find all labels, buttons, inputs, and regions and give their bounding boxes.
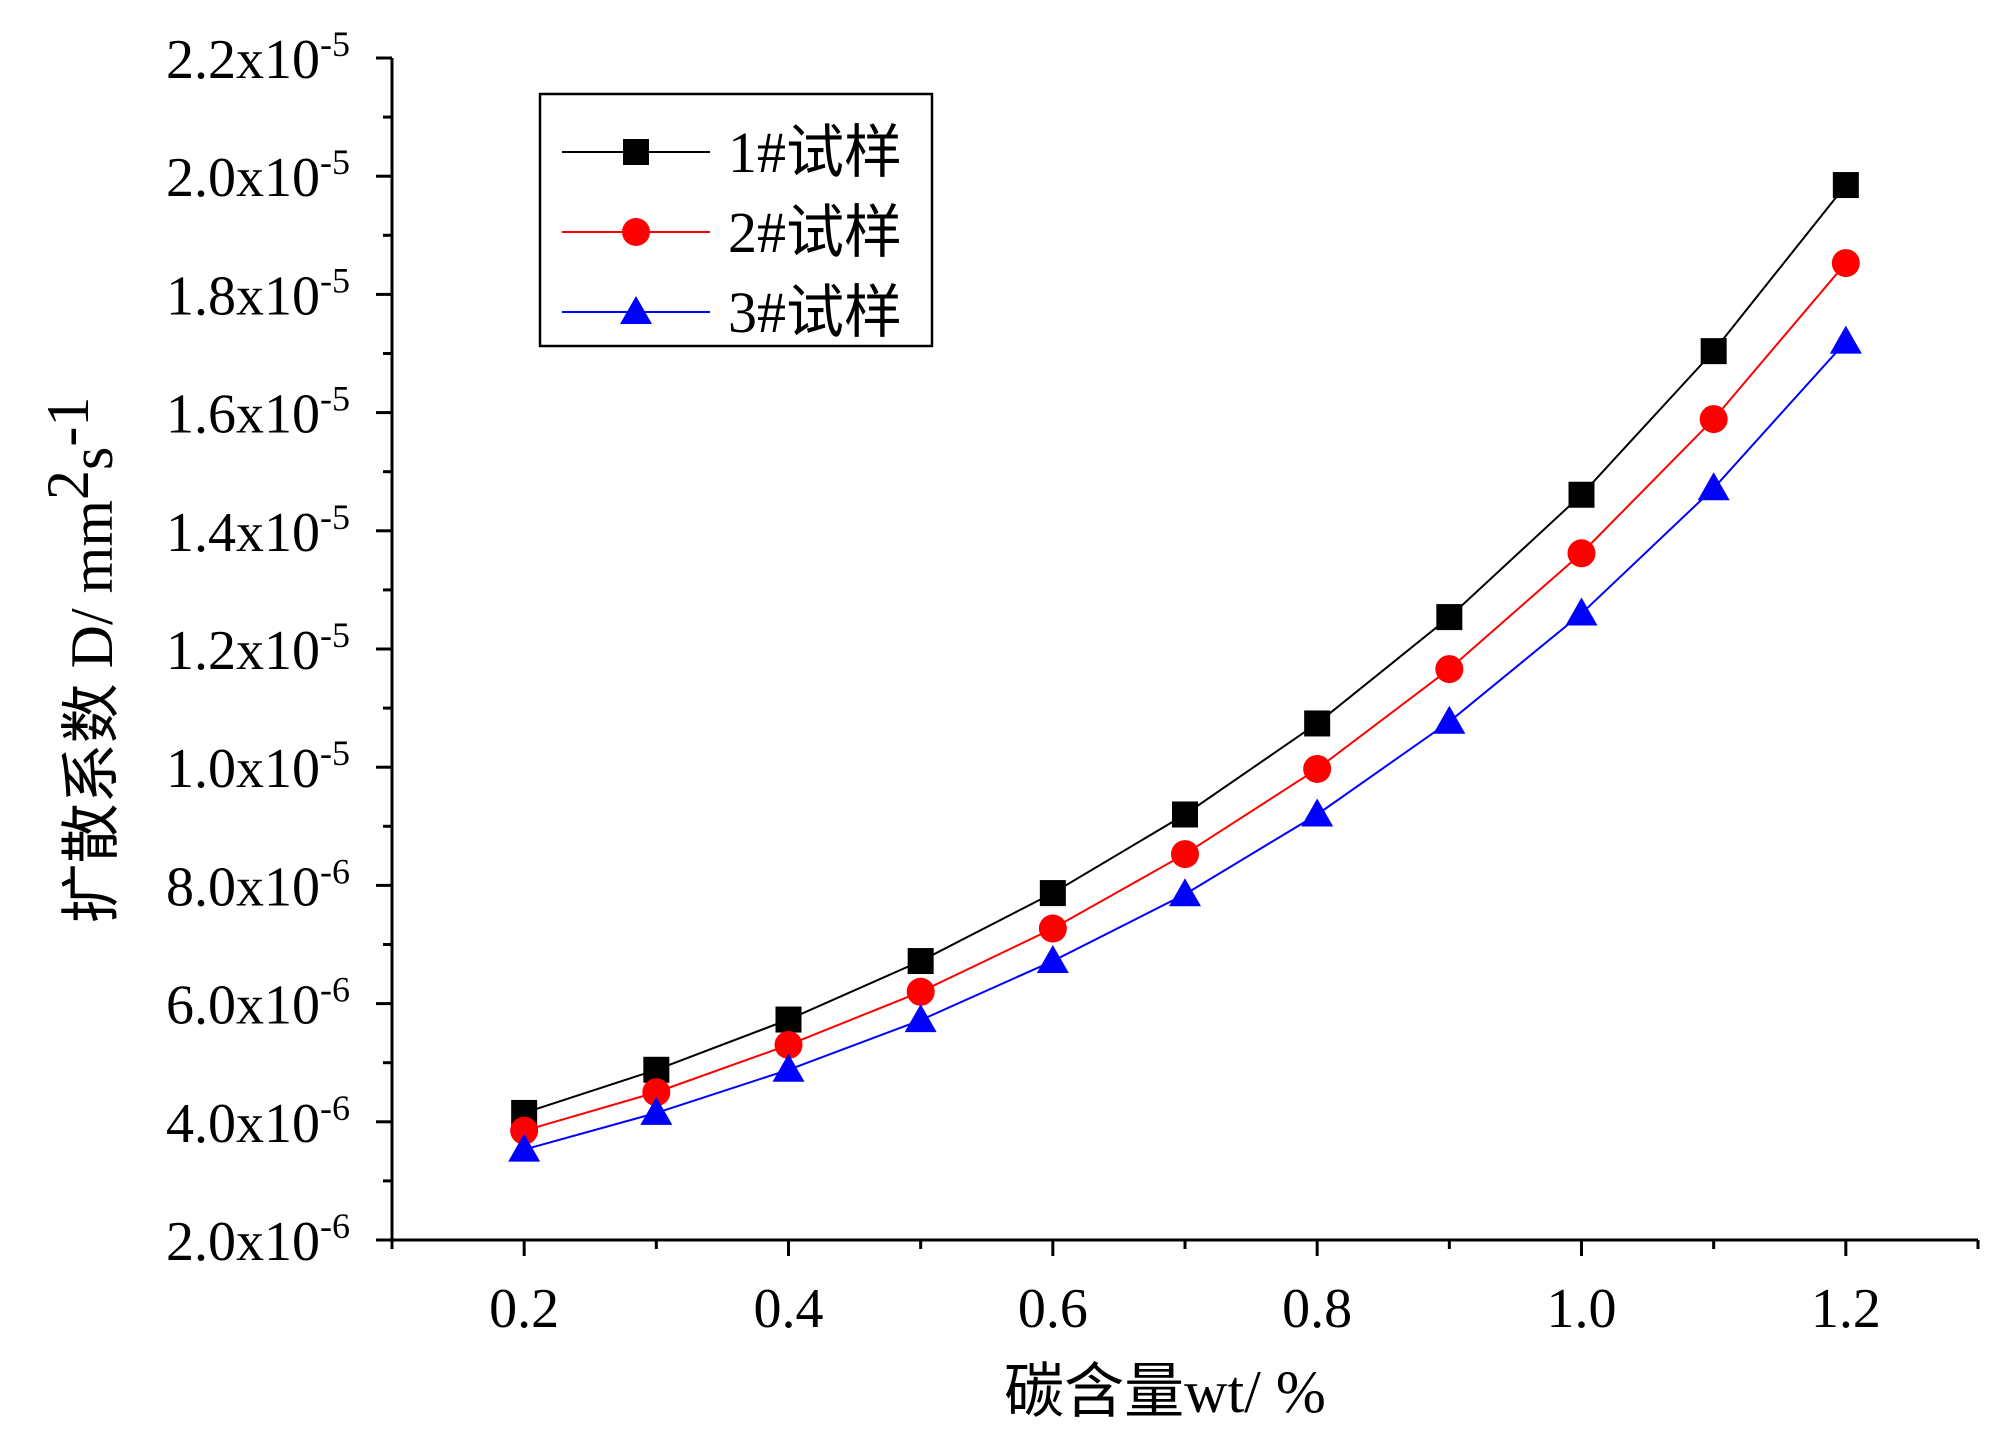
y-tick-mantissa: 6.0x10 [166,975,320,1037]
data-point [1568,481,1595,508]
y-tick-exponent: -6 [320,1088,350,1128]
x-tick-label: 0.4 [754,1278,824,1340]
y-tick-exponent: -5 [320,379,350,419]
legend-label: 3#试样 [728,280,902,345]
y-tick-exponent: -6 [320,851,350,891]
y-tick-label: 2.0x10-5 [166,142,350,209]
y-tick-label: 1.8x10-5 [166,260,350,327]
data-point [774,1030,803,1059]
series-3 [508,325,1862,1162]
x-tick-label: 0.8 [1282,1278,1352,1340]
data-point [906,977,935,1006]
series-line [523,262,1847,1132]
y-tick-mantissa: 2.2x10 [166,29,320,91]
legend-item-2: 2#试样 [562,200,902,265]
x-tick-label: 1.2 [1811,1278,1881,1340]
data-point [772,1053,805,1082]
y-tick-mantissa: 2.0x10 [166,147,320,209]
data-point [907,948,934,975]
data-point [1831,249,1860,278]
x-axis-title: 碳含量wt/ % [1004,1359,1326,1425]
data-point [1565,597,1598,626]
data-point [1699,405,1728,434]
y-tick-exponent: -5 [320,497,350,537]
data-point [1172,801,1198,828]
y-tick-label: 6.0x10-6 [166,970,350,1037]
y-tick-exponent: -5 [320,733,350,773]
y-tick-exponent: -5 [320,615,350,655]
data-point [1304,710,1331,737]
data-point [1697,472,1730,501]
data-point [508,1133,541,1162]
x-tick-label: 1.0 [1547,1278,1617,1340]
y-tick-label: 1.6x10-5 [166,379,350,446]
y-tick-mantissa: 4.0x10 [166,1093,320,1155]
data-point [640,1096,673,1125]
data-point [642,1078,671,1107]
y-tick-label: 1.4x10-5 [166,497,350,564]
data-point [510,1116,539,1145]
data-point [775,1006,802,1033]
y-ticks: 2.0x10-64.0x10-66.0x10-68.0x10-61.0x10-5… [166,24,392,1273]
y-tick-label: 1.2x10-5 [166,615,350,682]
legend-label: 2#试样 [728,200,902,265]
legend-marker [622,218,650,246]
series-2 [510,249,1860,1145]
y-tick-label: 2.2x10-5 [166,24,350,91]
y-axis-title-prefix: 扩散系数 D/ mm [59,500,125,923]
legend: 1#试样 2#试样 3#试样 [538,92,934,348]
y-tick-exponent: -5 [320,24,350,64]
legend-marker [620,296,652,324]
series-line [523,341,1847,1151]
legend-item-1: 1#试样 [562,120,902,185]
data-point [1436,604,1463,631]
legend-item-3: 3#试样 [562,280,902,345]
data-point [1829,325,1862,354]
y-axis-title-middle: s [59,447,125,470]
data-point [1301,798,1334,827]
data-point [1435,655,1464,684]
legend-label: 1#试样 [728,120,902,185]
y-tick-mantissa: 2.0x10 [166,1211,320,1273]
data-point [1169,878,1201,907]
y-tick-mantissa: 8.0x10 [166,856,320,918]
data-point [1036,945,1069,974]
y-tick-mantissa: 1.0x10 [166,738,320,800]
data-point [1171,840,1199,869]
y-tick-mantissa: 1.4x10 [166,502,320,564]
data-point [904,1004,937,1033]
y-tick-exponent: -5 [320,142,350,182]
legend-box [538,92,934,348]
data-point [1567,539,1596,568]
data-point [1700,338,1727,365]
y-tick-label: 1.0x10-5 [166,733,350,800]
y-tick-label: 4.0x10-6 [166,1088,350,1155]
data-point [1433,705,1466,734]
data-point [1039,880,1066,907]
y-tick-exponent: -6 [320,1206,350,1246]
y-tick-exponent: -6 [320,970,350,1010]
y-tick-mantissa: 1.8x10 [166,265,320,327]
series [508,172,1862,1162]
y-axis-title-sup2: -1 [35,397,101,447]
y-axis-title: 扩散系数 D/ mm2s-1 [35,397,125,924]
legend-marker [623,139,649,165]
y-tick-mantissa: 1.2x10 [166,620,320,682]
x-ticks: 0.2 0.4 0.6 0.8 1.0 1.2 [390,1240,1980,1340]
legend-items: 1#试样 2#试样 3#试样 [562,120,902,345]
y-tick-mantissa: 1.6x10 [166,384,320,446]
x-tick-label: 0.6 [1018,1278,1088,1340]
y-axis-title-sup: 2 [35,470,101,500]
x-tick-label: 0.2 [489,1278,559,1340]
data-point [1832,172,1859,199]
y-tick-exponent: -5 [320,260,350,300]
y-tick-label: 8.0x10-6 [166,851,350,918]
y-tick-label: 2.0x10-6 [166,1206,350,1273]
data-point [1038,914,1067,943]
data-point [1303,754,1332,783]
